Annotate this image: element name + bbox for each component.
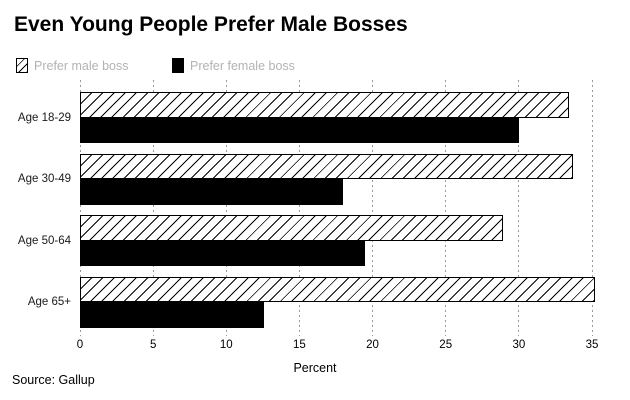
- x-axis-label: Percent: [293, 361, 337, 375]
- gridline-35: [591, 80, 593, 336]
- gridline-30: [518, 80, 520, 336]
- bar-prefer-male-boss-age-30-49: [80, 153, 573, 179]
- x-tick-label-0: 0: [76, 339, 84, 351]
- category-label-age-18-29: Age 18-29: [17, 111, 71, 124]
- legend-swatch-solid-icon: [172, 58, 184, 73]
- gridline-10: [225, 80, 227, 336]
- gridline-0: [79, 80, 81, 336]
- bar-prefer-male-boss-age-65: [80, 276, 595, 302]
- x-tick-label-30: 30: [512, 339, 526, 351]
- gridline-5: [152, 80, 154, 336]
- legend-swatch-hatched-icon: [16, 58, 28, 73]
- bar-prefer-male-boss-age-18-29: [80, 92, 569, 118]
- category-label-age-50-64: Age 50-64: [17, 234, 71, 247]
- x-tick-label-35: 35: [585, 339, 599, 351]
- gridline-25: [445, 80, 447, 336]
- source-note: Source: Gallup: [12, 373, 95, 387]
- chart-title: Even Young People Prefer Male Bosses: [14, 13, 408, 36]
- x-tick-label-10: 10: [219, 339, 233, 351]
- x-tick-label-5: 5: [149, 339, 157, 351]
- bar-prefer-female-boss-age-18-29: [80, 117, 519, 143]
- bar-prefer-female-boss-age-50-64: [80, 240, 366, 266]
- bar-prefer-female-boss-age-65: [80, 302, 265, 328]
- gridline-20: [372, 80, 374, 336]
- x-tick-label-15: 15: [293, 339, 306, 351]
- category-label-age-30-49: Age 30-49: [17, 173, 71, 185]
- legend-label-female: Prefer female boss: [190, 59, 295, 73]
- x-tick-label-25: 25: [439, 339, 453, 351]
- bar-prefer-female-boss-age-30-49: [80, 179, 344, 205]
- x-tick-label-20: 20: [366, 339, 379, 351]
- bar-prefer-male-boss-age-50-64: [80, 215, 503, 241]
- legend-label-male: Prefer male boss: [34, 59, 129, 73]
- category-label-age-65: Age 65+: [27, 296, 71, 308]
- gridline-15: [298, 80, 300, 336]
